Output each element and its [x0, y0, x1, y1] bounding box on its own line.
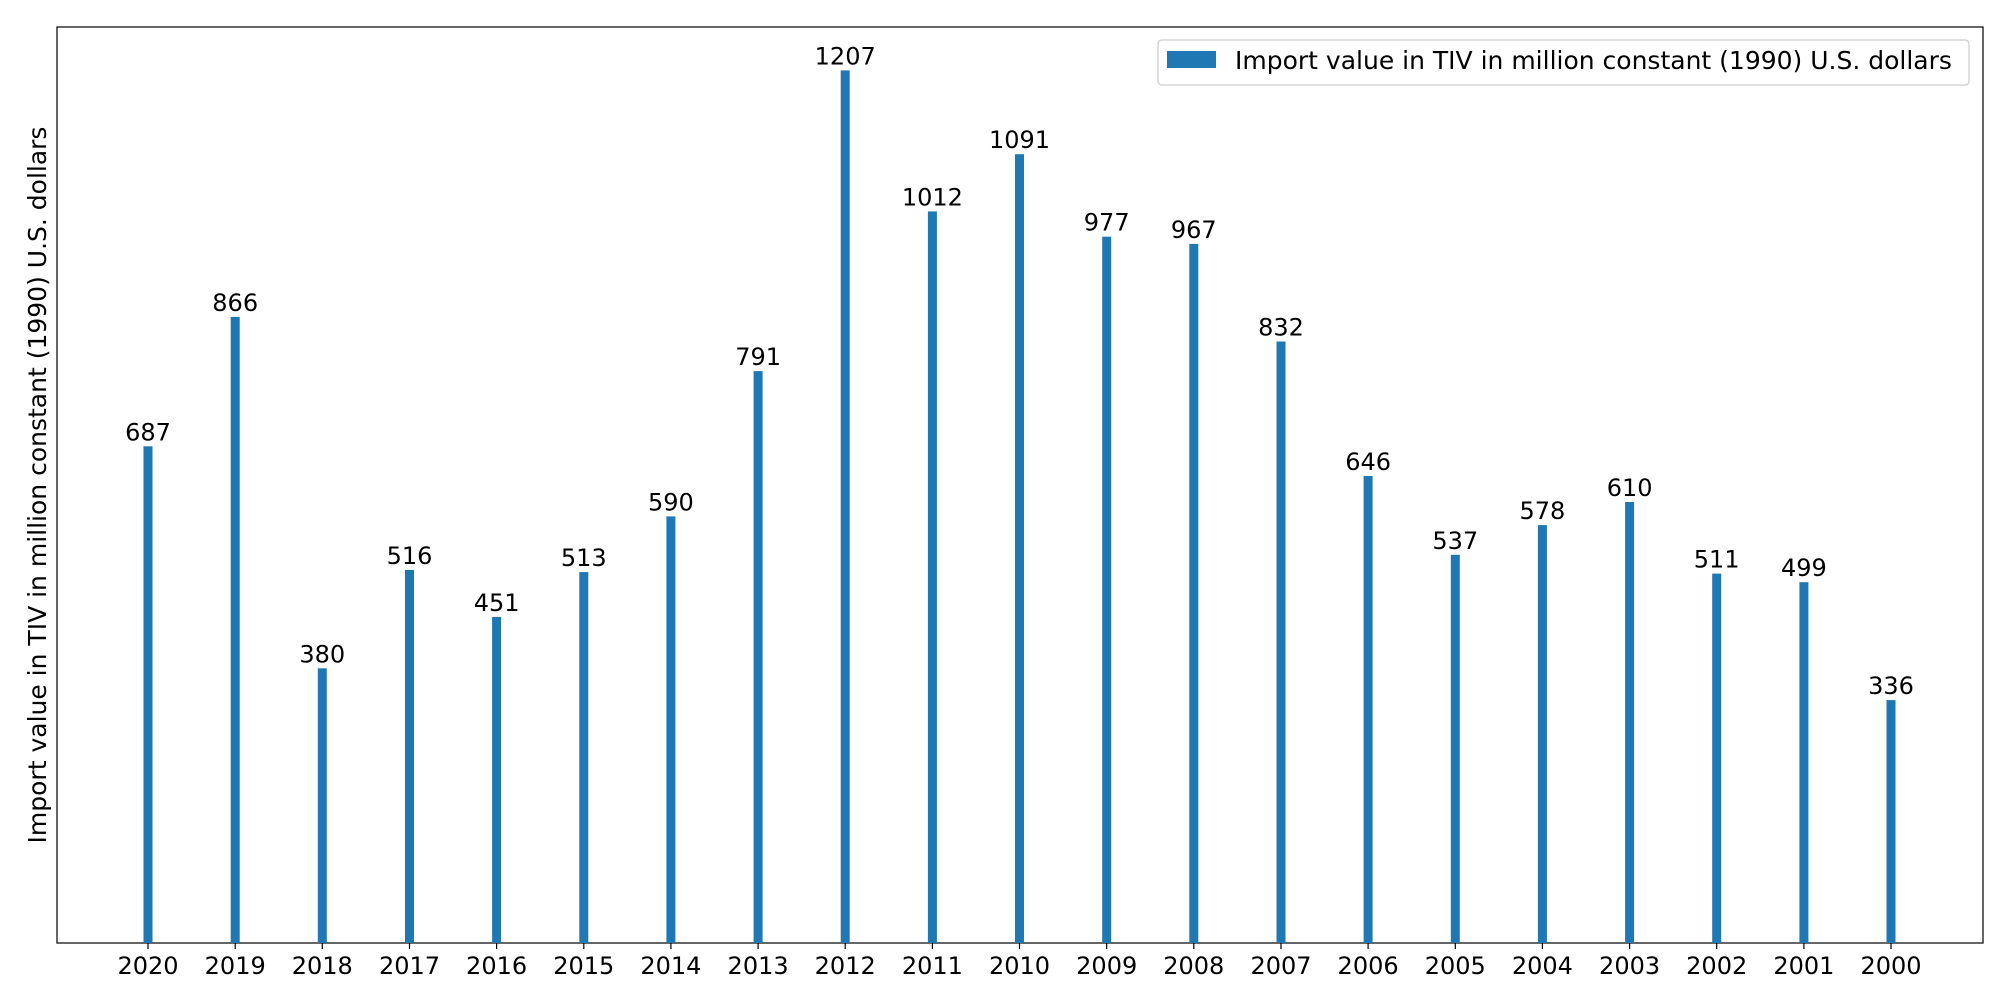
x-tick-label-2005: 2005 [1425, 952, 1486, 980]
bar-2009 [1102, 236, 1112, 943]
x-tick-label-2012: 2012 [815, 952, 876, 980]
x-tick-label-2018: 2018 [292, 952, 353, 980]
bar-2010 [1015, 154, 1024, 943]
bar-value-label-2012: 1207 [815, 42, 876, 70]
bar-value-label-2015: 513 [561, 544, 607, 572]
bar-value-label-2002: 511 [1694, 546, 1740, 574]
bar-2006 [1363, 476, 1373, 943]
bar-2015 [579, 572, 589, 943]
bar-value-label-2020: 687 [125, 418, 171, 446]
bar-value-label-2009: 977 [1084, 209, 1130, 237]
bar-value-label-2003: 610 [1607, 474, 1653, 502]
bar-2013 [753, 371, 763, 944]
bar-value-label-2001: 499 [1781, 554, 1827, 582]
bar-2008 [1189, 243, 1199, 943]
bar-2005 [1450, 554, 1460, 943]
x-tick-label-2007: 2007 [1250, 952, 1311, 980]
bar-value-label-2011: 1012 [902, 183, 963, 211]
x-tick-label-2001: 2001 [1773, 952, 1834, 980]
x-tick-label-2010: 2010 [989, 952, 1050, 980]
legend: Import value in TIV in million constant … [1157, 39, 1970, 86]
bar-value-label-2010: 1091 [989, 126, 1050, 154]
legend-box [1157, 39, 1970, 86]
x-tick-label-2003: 2003 [1599, 952, 1660, 980]
x-tick-label-2004: 2004 [1512, 952, 1573, 980]
x-tick-label-2020: 2020 [117, 952, 178, 980]
bar-value-label-2007: 832 [1258, 314, 1304, 342]
bar-value-label-2019: 866 [212, 289, 258, 317]
x-tick-label-2009: 2009 [1076, 952, 1137, 980]
bar-2003 [1625, 502, 1635, 943]
x-tick-label-2019: 2019 [205, 952, 266, 980]
bar-value-label-2014: 590 [648, 488, 694, 516]
x-tick-label-2008: 2008 [1163, 952, 1224, 980]
x-axis-ticks: 2020 2019 2018 2017 2016 2015 2014 2013 2012 2011… [117, 943, 1922, 980]
y-axis-label: Import value in TIV in million constant … [23, 127, 52, 844]
bar-value-label-2016: 451 [474, 589, 520, 617]
bar-2020 [143, 446, 153, 943]
legend-swatch [1167, 51, 1216, 68]
bar-2007 [1276, 341, 1286, 943]
x-tick-label-2017: 2017 [379, 952, 440, 980]
bar-2019 [230, 316, 240, 943]
x-tick-label-2002: 2002 [1686, 952, 1747, 980]
x-tick-label-2011: 2011 [902, 952, 963, 980]
bar-2001 [1799, 582, 1809, 943]
bar-value-label-2018: 380 [299, 640, 345, 668]
bars-group [143, 70, 1896, 944]
bar-2004 [1537, 525, 1547, 943]
bar-2016 [492, 616, 502, 943]
bar-2018 [317, 668, 327, 943]
bar-2011 [927, 211, 937, 943]
bar-value-label-2004: 578 [1519, 497, 1565, 525]
x-tick-label-2016: 2016 [466, 952, 527, 980]
x-tick-label-2013: 2013 [728, 952, 789, 980]
x-tick-label-2014: 2014 [640, 952, 701, 980]
bar-value-label-2006: 646 [1345, 448, 1391, 476]
bar-2014 [666, 516, 676, 943]
bar-value-label-2000: 336 [1868, 672, 1914, 700]
bar-2000 [1886, 700, 1896, 943]
bar-value-label-2013: 791 [735, 343, 781, 371]
bar-2017 [405, 569, 414, 943]
bar-value-label-2017: 516 [387, 542, 433, 570]
x-tick-label-2000: 2000 [1860, 952, 1921, 980]
legend-label: Import value in TIV in million constant … [1235, 46, 1952, 75]
bar-2002 [1712, 573, 1722, 943]
bar-value-label-2005: 537 [1432, 527, 1478, 555]
bar-2012 [840, 70, 850, 943]
x-tick-label-2015: 2015 [553, 952, 614, 980]
bar-labels-group: 687 866 380 516 451 513 590 791 1207 1012 1091 977 9… [125, 42, 1914, 700]
x-tick-label-2006: 2006 [1338, 952, 1399, 980]
bar-value-label-2008: 967 [1171, 216, 1217, 244]
